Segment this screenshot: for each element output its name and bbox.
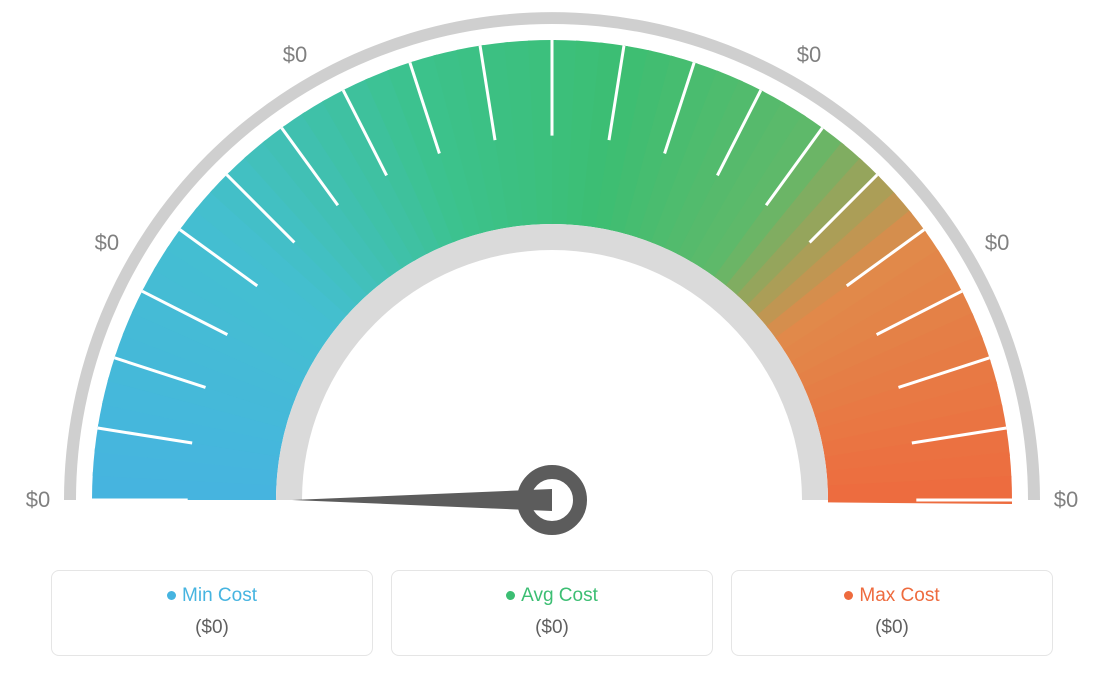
- legend-label: Max Cost: [859, 585, 939, 606]
- gauge-svg: [0, 0, 1104, 560]
- legend-title-max: Max Cost: [732, 585, 1052, 607]
- legend-label: Min Cost: [182, 585, 257, 606]
- legend-card-max: Max Cost ($0): [731, 570, 1053, 656]
- dot-icon: [844, 591, 853, 600]
- legend-value-max: ($0): [732, 617, 1052, 639]
- gauge-tick-label: $0: [283, 42, 307, 68]
- legend-title-min: Min Cost: [52, 585, 372, 607]
- legend-value-min: ($0): [52, 617, 372, 639]
- legend-label: Avg Cost: [521, 585, 598, 606]
- dot-icon: [506, 591, 515, 600]
- gauge-tick-label: $0: [985, 230, 1009, 256]
- gauge-tick-label: $0: [797, 42, 821, 68]
- gauge-tick-label: $0: [95, 230, 119, 256]
- legend-value-avg: ($0): [392, 617, 712, 639]
- legend-card-avg: Avg Cost ($0): [391, 570, 713, 656]
- legend-card-min: Min Cost ($0): [51, 570, 373, 656]
- legend: Min Cost ($0) Avg Cost ($0) Max Cost ($0…: [0, 570, 1104, 656]
- gauge-chart: $0$0$0$0$0$0$0: [0, 0, 1104, 560]
- gauge-tick-label: $0: [1054, 487, 1078, 513]
- gauge-tick-label: $0: [26, 487, 50, 513]
- legend-title-avg: Avg Cost: [392, 585, 712, 607]
- dot-icon: [167, 591, 176, 600]
